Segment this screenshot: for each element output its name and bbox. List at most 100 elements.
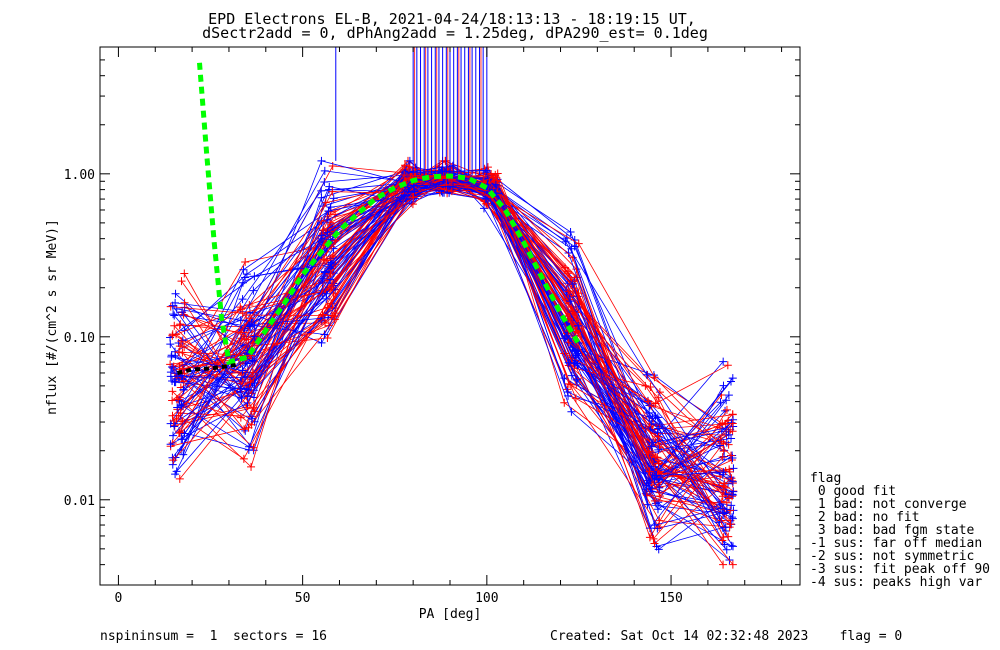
- data-point: [729, 487, 738, 496]
- data-point: [239, 454, 248, 463]
- data-point: [727, 434, 736, 443]
- data-point: [574, 239, 583, 248]
- x-tick-label: 100: [475, 591, 498, 606]
- data-point: [244, 339, 253, 348]
- flux-trace: [183, 171, 730, 481]
- data-point: [728, 542, 737, 551]
- data-point: [650, 496, 659, 505]
- data-point: [651, 412, 660, 421]
- data-point: [327, 311, 336, 320]
- data-point: [725, 465, 734, 474]
- data-point: [238, 295, 247, 304]
- data-point: [400, 191, 409, 200]
- data-point: [166, 440, 175, 449]
- data-point: [320, 330, 329, 339]
- data-point: [728, 514, 737, 523]
- data-point: [167, 351, 176, 360]
- data-point: [728, 374, 737, 383]
- data-point: [719, 468, 728, 477]
- chart-title: EPD Electrons EL-B, 2021-04-24/18:13:13 …: [208, 10, 696, 28]
- data-point: [175, 347, 184, 356]
- data-point: [169, 310, 178, 319]
- data-point: [176, 320, 185, 329]
- data-point: [563, 387, 572, 396]
- median-curve: [176, 362, 241, 375]
- data-point: [728, 477, 737, 486]
- data-point: [245, 314, 254, 323]
- data-point: [248, 368, 257, 377]
- data-point: [238, 278, 247, 287]
- data-point: [574, 321, 583, 330]
- data-point: [564, 287, 573, 296]
- data-point: [236, 305, 245, 314]
- data-point: [722, 545, 731, 554]
- data-point: [180, 269, 189, 278]
- data-point: [715, 501, 724, 510]
- fit-curve: [197, 62, 582, 366]
- y-tick-label: 0.10: [64, 331, 95, 346]
- data-point: [652, 471, 661, 480]
- data-point: [174, 395, 183, 404]
- x-tick-label: 150: [659, 591, 682, 606]
- data-point: [170, 378, 179, 387]
- data-point: [172, 467, 181, 476]
- data-point: [726, 451, 735, 460]
- data-point: [175, 474, 184, 483]
- data-point: [177, 277, 186, 286]
- legend-item: -1 sus: far off median: [810, 536, 982, 551]
- data-point: [247, 462, 256, 471]
- data-point: [175, 428, 184, 437]
- data-point: [247, 414, 256, 423]
- data-point: [567, 407, 576, 416]
- data-point: [491, 180, 500, 189]
- data-point: [317, 216, 326, 225]
- data-point: [646, 401, 655, 410]
- data-point: [249, 443, 258, 452]
- data-point: [642, 370, 651, 379]
- data-point: [328, 162, 337, 171]
- data-point: [318, 278, 327, 287]
- data-point: [326, 270, 335, 279]
- data-point: [655, 483, 664, 492]
- data-point: [170, 311, 179, 320]
- data-point: [649, 534, 658, 543]
- data-point: [443, 181, 452, 190]
- data-point: [317, 156, 326, 165]
- data-point: [648, 438, 657, 447]
- data-point: [321, 198, 330, 207]
- data-point: [481, 195, 490, 204]
- data-point: [320, 166, 329, 175]
- data-point: [168, 387, 177, 396]
- data-point: [721, 523, 730, 532]
- data-point: [171, 289, 180, 298]
- data-point: [716, 398, 725, 407]
- data-point: [727, 501, 736, 510]
- data-point: [170, 321, 179, 330]
- data-point: [718, 536, 727, 545]
- data-point: [719, 482, 728, 491]
- data-point: [250, 321, 259, 330]
- legend-item: 2 bad: no fit: [810, 510, 920, 525]
- data-point: [167, 363, 176, 372]
- data-point: [250, 407, 259, 416]
- data-point: [724, 391, 733, 400]
- legend-item: 3 bad: bad fgm state: [810, 523, 975, 538]
- data-point: [175, 396, 184, 405]
- data-point: [650, 539, 659, 548]
- footer-left: nspininsum = 1 sectors = 16: [100, 629, 327, 644]
- data-point: [715, 441, 724, 450]
- data-point: [564, 249, 573, 258]
- data-point: [325, 182, 334, 191]
- data-point: [649, 371, 658, 380]
- data-point: [719, 533, 728, 542]
- data-point: [655, 492, 664, 501]
- data-point: [728, 419, 737, 428]
- data-point: [405, 156, 414, 165]
- data-point: [479, 204, 488, 213]
- data-point: [725, 494, 734, 503]
- data-point: [169, 416, 178, 425]
- data-point: [572, 308, 581, 317]
- data-point: [327, 283, 336, 292]
- y-axis-label: nflux [#/(cm^2 s sr MeV)]: [45, 219, 60, 415]
- data-point: [722, 396, 731, 405]
